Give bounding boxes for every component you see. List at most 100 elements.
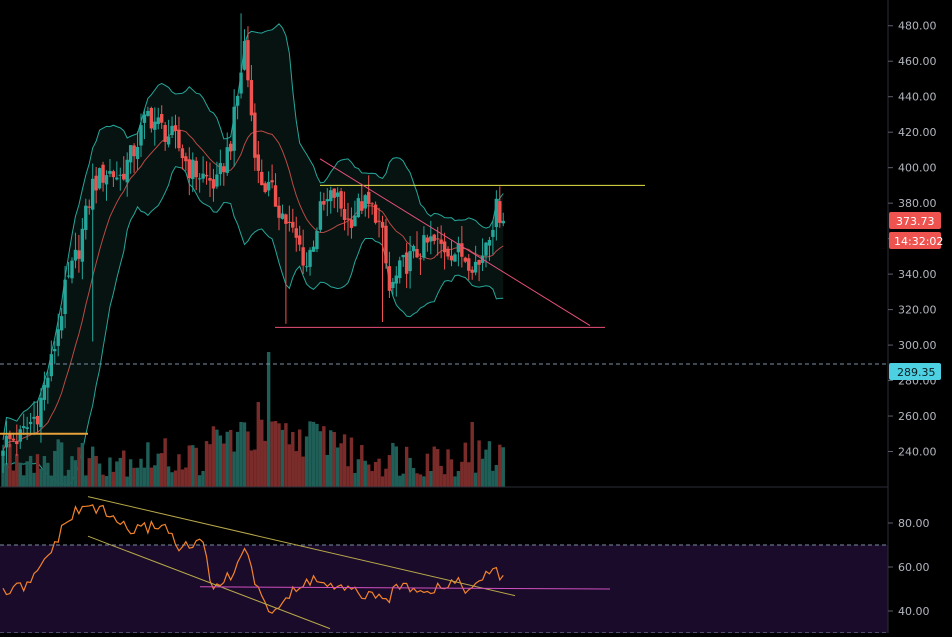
volume-bar bbox=[301, 456, 305, 487]
candle-body bbox=[156, 117, 160, 124]
candle-body bbox=[453, 254, 457, 262]
candle-body bbox=[273, 185, 278, 207]
level-value: 289.35 bbox=[897, 366, 936, 379]
volume-bar bbox=[35, 454, 40, 487]
candle-body bbox=[446, 249, 450, 257]
volume-bar bbox=[46, 462, 50, 487]
volume-bar bbox=[239, 421, 243, 487]
volume-bar bbox=[246, 431, 250, 487]
price-tick-label: 260.00 bbox=[898, 410, 937, 423]
candle-body bbox=[97, 168, 102, 189]
candle-body bbox=[456, 243, 461, 253]
candle-body bbox=[415, 249, 419, 258]
candle-body bbox=[4, 435, 9, 448]
volume-bar bbox=[173, 470, 178, 487]
volume-bar bbox=[311, 421, 316, 487]
candle-body bbox=[22, 426, 26, 429]
volume-bar bbox=[408, 457, 412, 487]
candle-body bbox=[353, 215, 357, 227]
bollinger-bands bbox=[2, 23, 504, 486]
candle-body bbox=[118, 174, 122, 176]
volume-bar bbox=[25, 461, 29, 487]
volume-bar bbox=[394, 446, 398, 487]
candle-body bbox=[318, 201, 323, 230]
candle-body bbox=[256, 154, 260, 171]
volume-bar bbox=[367, 464, 371, 487]
volume-bars bbox=[1, 352, 505, 487]
volume-bar bbox=[66, 469, 71, 487]
rsi-mid-line bbox=[199, 586, 611, 590]
candle-body bbox=[477, 259, 481, 265]
volume-bar bbox=[322, 426, 326, 487]
volume-bar bbox=[480, 458, 485, 487]
candle-body bbox=[287, 221, 292, 223]
candle-body bbox=[122, 173, 126, 180]
candle-body bbox=[73, 249, 78, 261]
volume-bar bbox=[53, 450, 57, 487]
candle-body bbox=[342, 209, 347, 220]
volume-bar bbox=[229, 429, 233, 487]
bollinger-fill bbox=[3, 23, 504, 486]
volume-bar bbox=[42, 456, 47, 487]
price-tick-label: 400.00 bbox=[898, 162, 937, 175]
candle-body bbox=[232, 106, 236, 151]
volume-bar bbox=[335, 447, 340, 487]
candle-body bbox=[294, 228, 298, 238]
volume-bar bbox=[77, 447, 81, 487]
volume-bar bbox=[315, 423, 319, 487]
volume-bar bbox=[101, 474, 105, 487]
volume-bar bbox=[218, 435, 223, 487]
price-tick-label: 240.00 bbox=[898, 446, 937, 459]
candle-body bbox=[160, 114, 164, 123]
rsi-upper-trend bbox=[87, 496, 516, 597]
candle-body bbox=[304, 266, 309, 268]
candle-body bbox=[18, 429, 22, 442]
volume-bar bbox=[215, 429, 219, 487]
volume-bar bbox=[18, 462, 22, 487]
volume-bar bbox=[118, 457, 122, 487]
candle-body bbox=[463, 257, 467, 262]
candle-body bbox=[235, 95, 240, 106]
price-tick-label: 340.00 bbox=[898, 268, 937, 281]
volume-bar bbox=[39, 468, 43, 487]
volume-bar bbox=[11, 470, 16, 487]
candle-body bbox=[311, 246, 316, 252]
volume-bar bbox=[191, 445, 195, 487]
candle-body bbox=[28, 421, 33, 425]
volume-bar bbox=[253, 449, 257, 487]
bollinger-lower bbox=[2, 166, 504, 486]
candle-body bbox=[59, 316, 64, 331]
volume-bar bbox=[197, 475, 202, 487]
price-tick-label: 440.00 bbox=[898, 91, 937, 104]
candle-body bbox=[391, 281, 395, 289]
volume-bar bbox=[94, 455, 98, 487]
volume-bar bbox=[256, 402, 260, 487]
volume-bar bbox=[404, 446, 409, 487]
volume-bar bbox=[422, 476, 426, 487]
volume-bar bbox=[160, 453, 164, 487]
candle-body bbox=[35, 415, 40, 425]
volume-bar bbox=[32, 472, 36, 487]
volume-bar bbox=[363, 460, 367, 487]
volume-bar bbox=[418, 474, 423, 487]
candlesticks bbox=[1, 13, 505, 473]
volume-bar bbox=[80, 442, 85, 487]
countdown-badge: 14:32:02 bbox=[889, 232, 943, 249]
volume-bar bbox=[346, 466, 350, 487]
volume-bar bbox=[487, 441, 492, 487]
candle-body bbox=[32, 416, 36, 419]
candle-body bbox=[360, 201, 364, 211]
countdown-value: 14:32:02 bbox=[894, 235, 943, 248]
candle-body bbox=[42, 384, 47, 400]
price-tick-label: 300.00 bbox=[898, 339, 937, 352]
candle-body bbox=[501, 220, 505, 224]
volume-bar bbox=[208, 444, 212, 487]
volume-bar bbox=[463, 442, 467, 487]
candle-body bbox=[363, 195, 367, 209]
volume-bar bbox=[270, 421, 274, 487]
price-tick-label: 420.00 bbox=[898, 126, 937, 139]
drawn-lines bbox=[0, 158, 888, 435]
candle-body bbox=[94, 175, 98, 191]
volume-bar bbox=[163, 438, 167, 487]
volume-bar bbox=[456, 470, 461, 487]
